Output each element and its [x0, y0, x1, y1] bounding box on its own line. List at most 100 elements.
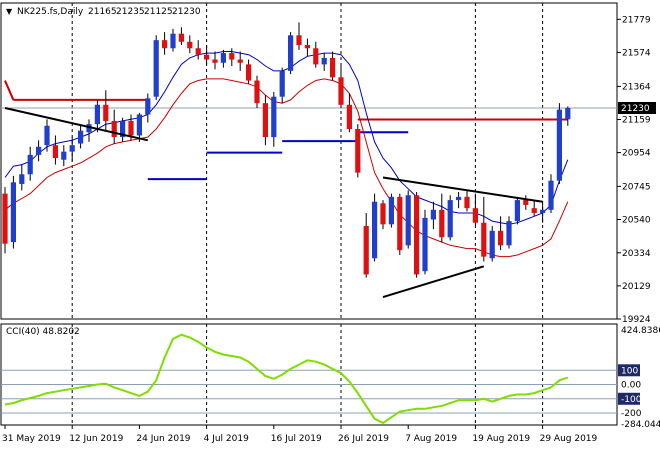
candle	[229, 53, 235, 60]
candle	[414, 195, 420, 275]
candle	[355, 129, 361, 173]
candle	[187, 41, 193, 49]
candle	[212, 59, 218, 63]
ohlc-open: 21165	[88, 7, 117, 17]
candle	[514, 200, 520, 222]
candle	[405, 195, 411, 246]
cci-level-label: 0.00	[621, 381, 641, 391]
price-panel-frame	[0, 2, 618, 320]
candle	[94, 104, 100, 125]
candle	[296, 35, 302, 46]
candle	[430, 209, 436, 220]
candle	[120, 120, 126, 138]
date-tick-label: 4 Jul 2019	[204, 434, 249, 444]
candle	[170, 33, 176, 49]
candle	[422, 217, 428, 272]
candle	[565, 108, 571, 120]
ohlc-close: 21230	[172, 7, 201, 17]
date-tick-label: 7 Aug 2019	[405, 434, 457, 444]
candle	[220, 53, 226, 63]
candle	[254, 80, 260, 104]
date-axis: 31 May 2019 12 Jun 2019 24 Jun 2019 4 Jul 2…	[2, 425, 598, 444]
candle	[548, 180, 554, 210]
candle	[456, 196, 462, 201]
price-tick-label: 20954	[622, 149, 651, 159]
candle	[489, 230, 495, 259]
candle	[153, 40, 159, 97]
candle	[86, 124, 92, 133]
candle	[195, 48, 201, 55]
cci-scale-max-label: 424.8386	[621, 326, 660, 336]
candle	[204, 54, 210, 60]
candle	[304, 45, 310, 49]
price-tick-label: 21364	[622, 82, 651, 92]
cci-level-label: 100	[621, 366, 638, 376]
candle	[162, 40, 168, 49]
date-tick-label: 19 Aug 2019	[472, 434, 530, 444]
cci-level-box	[618, 364, 640, 377]
candle	[279, 70, 285, 97]
candle	[439, 209, 445, 238]
price-tick-label: 21779	[622, 15, 651, 25]
candle	[52, 145, 58, 159]
candle	[506, 221, 512, 246]
cci-level-label: -200	[621, 409, 642, 419]
cci-line	[4, 333, 569, 425]
candle	[556, 109, 562, 181]
cci-panel-frame	[0, 323, 618, 426]
candle	[271, 96, 277, 138]
cci-title: CCI(40) 48.8202	[6, 327, 80, 337]
price-tick-label: 21574	[622, 48, 651, 58]
price-tick-label: 20129	[622, 282, 651, 292]
date-tick-label: 16 Jul 2019	[271, 434, 322, 444]
candle	[111, 120, 117, 138]
cci-scale-min-label: -284.044	[621, 420, 660, 430]
candle	[313, 48, 319, 65]
price-chart-title-icon: ▼	[6, 7, 13, 16]
candle	[346, 104, 352, 130]
resistance-level-line	[4, 80, 15, 101]
ohlc-high: 21235	[116, 7, 145, 17]
candle	[372, 201, 378, 259]
candle	[363, 225, 369, 275]
candle	[19, 174, 25, 184]
date-tick-label: 29 Aug 2019	[540, 434, 598, 444]
candle	[103, 104, 109, 121]
date-tick-label: 26 Jul 2019	[338, 434, 389, 444]
last-price-label: 21230	[621, 104, 650, 114]
candle	[388, 196, 394, 225]
candle	[380, 203, 386, 225]
candle	[540, 209, 546, 214]
candle	[338, 77, 344, 105]
candle	[178, 33, 184, 42]
date-tick-label: 31 May 2019	[2, 434, 61, 444]
price-panel: 19924 20129 20334 20540 20745 20954 21159 21364…	[0, 2, 656, 325]
price-tick-label: 19924	[622, 315, 651, 325]
date-tick-label: 12 Jun 2019	[69, 434, 123, 444]
candle	[27, 154, 33, 175]
candle	[523, 200, 529, 205]
candle	[128, 120, 134, 136]
candle	[78, 130, 84, 144]
price-tick-label: 20334	[622, 249, 651, 259]
candle	[237, 59, 243, 63]
candle	[262, 103, 268, 138]
candle	[464, 196, 470, 209]
trendline	[382, 265, 485, 298]
candle	[321, 57, 327, 65]
last-price-box	[618, 102, 656, 115]
candle	[61, 151, 67, 160]
candle	[397, 196, 403, 251]
candle	[498, 230, 504, 246]
date-tick-label: 24 Jun 2019	[136, 434, 190, 444]
candle	[69, 145, 75, 152]
candle	[36, 146, 42, 155]
cci-level-label: -100	[621, 395, 642, 405]
trendline	[4, 107, 149, 142]
candle	[246, 64, 252, 81]
cci-level-box	[618, 392, 640, 405]
candle	[288, 35, 294, 71]
price-chart-title: NK225.fs,Daily	[17, 7, 84, 17]
